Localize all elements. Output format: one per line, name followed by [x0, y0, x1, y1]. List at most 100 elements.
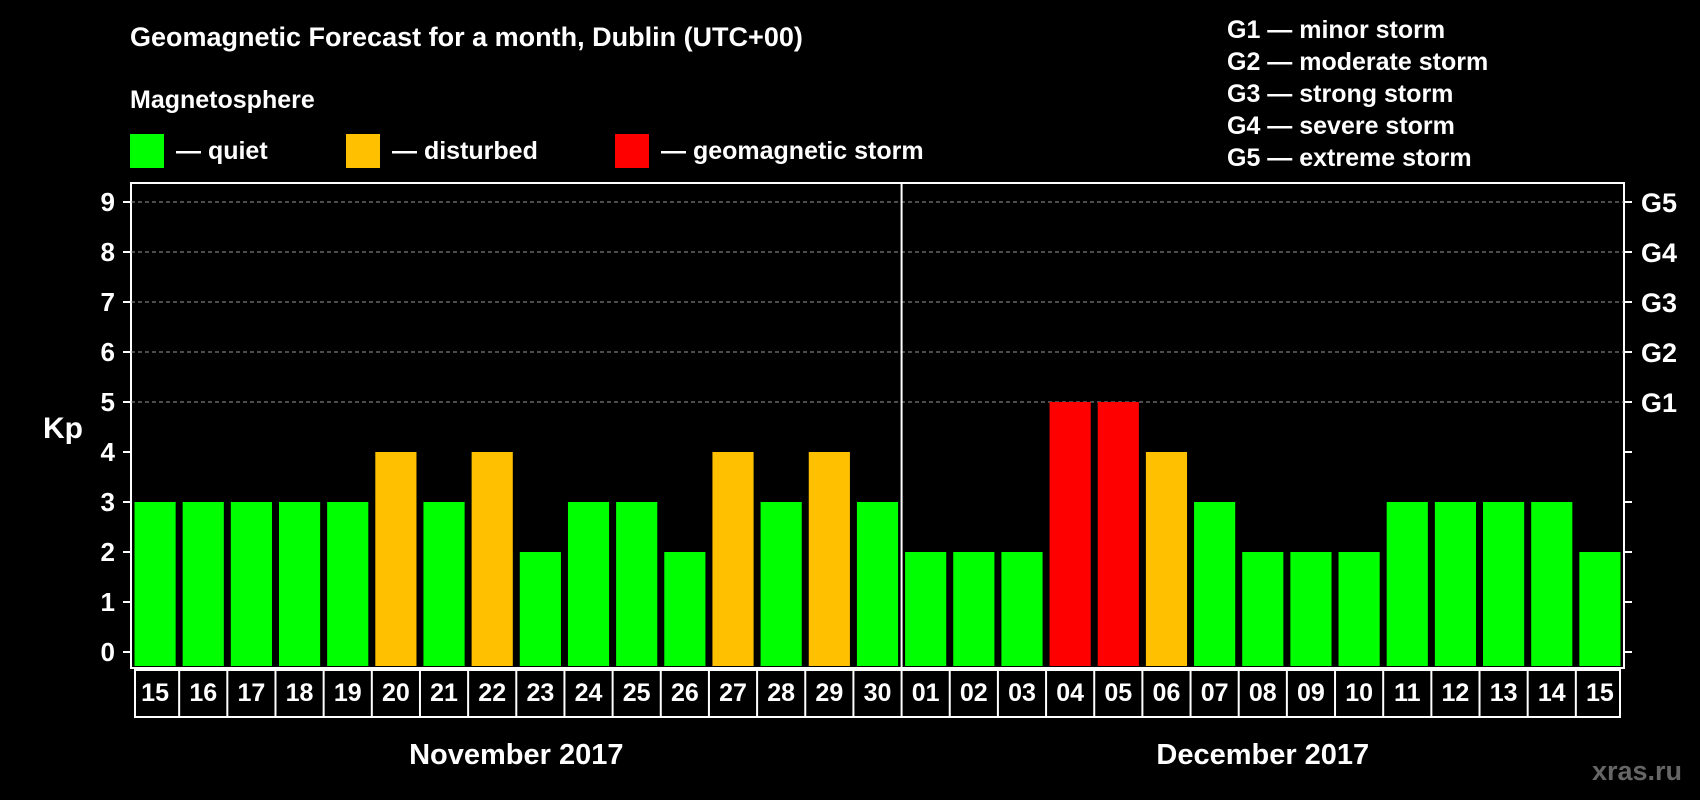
storm-level-label-g3: G3 — [1641, 288, 1677, 318]
x-tick-label: 24 — [575, 679, 603, 707]
y-tick-label: 7 — [101, 287, 115, 317]
legend-swatch-quiet — [130, 134, 164, 168]
x-tick-label: 11 — [1394, 679, 1421, 707]
x-tick-label: 27 — [719, 679, 747, 707]
x-tick-label: 13 — [1490, 679, 1518, 707]
bar-21 — [1145, 452, 1188, 666]
x-tick-label: 02 — [960, 679, 988, 707]
month-label-1: December 2017 — [1156, 739, 1369, 771]
y-tick-label: 4 — [101, 437, 116, 467]
bar-9 — [567, 502, 610, 666]
bar-18 — [1001, 552, 1043, 666]
bar-25 — [1338, 552, 1380, 666]
x-tick-label: 22 — [478, 679, 506, 707]
bar-10 — [616, 502, 658, 666]
storm-level-label-g5: G5 — [1641, 188, 1677, 218]
x-tick-label: 07 — [1201, 679, 1229, 707]
storm-scale-g5: G5 — extreme storm — [1227, 144, 1472, 172]
bar-29 — [1531, 502, 1573, 666]
bar-0 — [134, 502, 176, 666]
storm-scale-g4: G4 — severe storm — [1227, 112, 1455, 140]
x-tick-label: 21 — [430, 679, 458, 707]
bar-20 — [1097, 402, 1139, 666]
x-tick-label: 23 — [526, 679, 554, 707]
bar-30 — [1579, 552, 1621, 666]
bar-6 — [423, 502, 465, 666]
bar-16 — [905, 552, 947, 666]
bar-17 — [953, 552, 995, 666]
bar-19 — [1049, 402, 1091, 666]
bar-13 — [760, 502, 802, 666]
bar-8 — [519, 552, 561, 666]
bar-28 — [1483, 502, 1525, 666]
bar-5 — [375, 452, 417, 666]
x-tick-label: 17 — [237, 679, 265, 707]
x-tick-label: 28 — [767, 679, 795, 707]
bar-26 — [1386, 502, 1428, 666]
bar-11 — [664, 552, 706, 666]
x-tick-label: 26 — [671, 679, 699, 707]
x-tick-label: 20 — [382, 679, 410, 707]
bar-14 — [808, 452, 850, 666]
y-tick-label: 3 — [101, 487, 115, 517]
legend-label-quiet: — quiet — [176, 136, 268, 165]
legend-label-disturbed: — disturbed — [392, 136, 538, 165]
x-tick-label: 10 — [1345, 679, 1373, 707]
bar-15 — [856, 502, 899, 666]
x-tick-label: 18 — [286, 679, 314, 707]
storm-level-label-g4: G4 — [1641, 238, 1677, 268]
y-tick-label: 9 — [101, 187, 115, 217]
month-label-0: November 2017 — [409, 739, 623, 771]
x-tick-label: 30 — [864, 679, 892, 707]
x-tick-label: 19 — [334, 679, 362, 707]
x-tick-label: 09 — [1297, 679, 1325, 707]
x-tick-label: 15 — [141, 679, 169, 707]
storm-scale-g1: G1 — minor storm — [1227, 16, 1446, 44]
bar-22 — [1194, 502, 1236, 666]
bar-4 — [327, 502, 369, 666]
bar-2 — [230, 502, 272, 666]
storm-scale-g3: G3 — strong storm — [1227, 80, 1454, 108]
bar-23 — [1242, 552, 1284, 666]
storm-level-label-g2: G2 — [1641, 338, 1677, 368]
legend-item-disturbed: — disturbed — [346, 134, 538, 168]
x-tick-label: 15 — [1586, 679, 1614, 707]
legend-label-storm: — geomagnetic storm — [661, 136, 924, 165]
x-tick-label: 12 — [1442, 679, 1470, 707]
legend-subtitle: Magnetosphere — [130, 86, 315, 114]
y-tick-label: 8 — [101, 237, 115, 267]
x-tick-label: 14 — [1538, 679, 1566, 707]
y-tick-label: 5 — [101, 387, 115, 417]
legend-swatch-disturbed — [346, 134, 380, 168]
y-tick-label: 6 — [101, 337, 115, 367]
bar-12 — [712, 452, 754, 666]
x-tick-label: 06 — [1153, 679, 1181, 707]
category-strip — [134, 669, 1621, 718]
bar-24 — [1290, 552, 1332, 666]
x-tick-label: 29 — [815, 679, 843, 707]
y-tick-label: 2 — [101, 537, 115, 567]
legend-item-quiet: — quiet — [130, 134, 268, 168]
bar-3 — [278, 502, 321, 666]
x-tick-label: 16 — [189, 679, 217, 707]
bar-7 — [471, 452, 513, 666]
x-tick-label: 04 — [1056, 679, 1084, 707]
legend-swatch-storm — [615, 134, 649, 168]
y-tick-label: 0 — [101, 637, 115, 667]
plot-frame — [130, 182, 1625, 669]
bar-27 — [1434, 502, 1477, 666]
x-tick-label: 01 — [912, 679, 940, 707]
x-tick-label: 03 — [1008, 679, 1036, 707]
y-axis-label: Kp — [43, 412, 83, 445]
x-tick-label: 08 — [1249, 679, 1277, 707]
storm-level-label-g1: G1 — [1641, 388, 1677, 418]
x-tick-label: 25 — [623, 679, 651, 707]
storm-scale-legend: G1 — minor storm G2 — moderate storm G3 … — [1227, 14, 1488, 174]
y-tick-label: 1 — [101, 587, 115, 617]
storm-scale-g2: G2 — moderate storm — [1227, 48, 1489, 76]
x-tick-label: 05 — [1104, 679, 1132, 707]
watermark: xras.ru — [1591, 756, 1682, 786]
bar-1 — [182, 502, 224, 666]
chart-title: Geomagnetic Forecast for a month, Dublin… — [130, 22, 803, 52]
